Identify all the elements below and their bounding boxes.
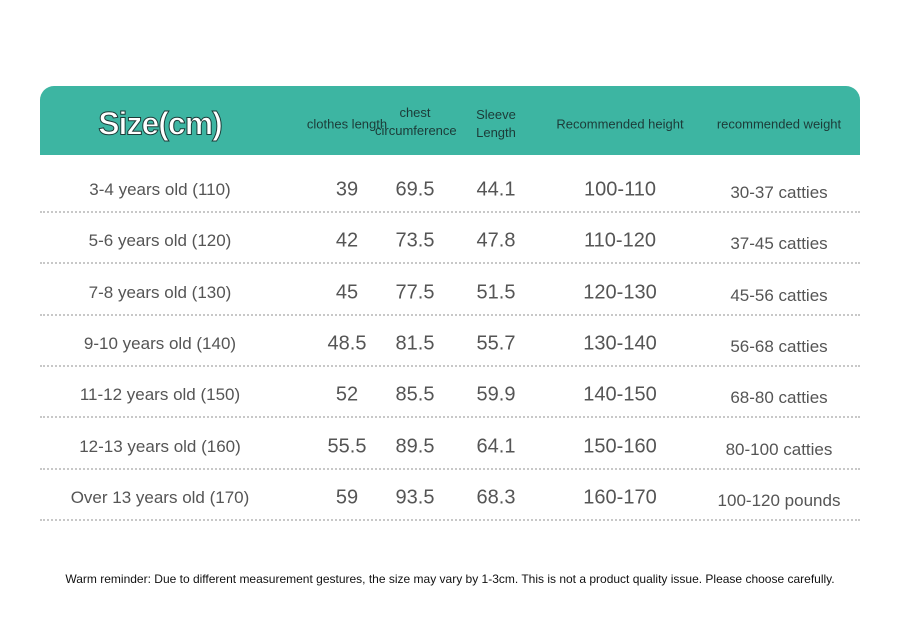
table-cell: 81.5 [395,332,435,355]
table-cell: 93.5 [395,486,435,509]
table-cell: 110-120 [584,229,656,252]
row-separator [40,364,860,367]
table-cell: 69.5 [395,178,435,201]
table-cell: 77.5 [395,281,435,304]
table-cell: 42 [335,229,359,252]
table-cell: 85.5 [395,383,435,406]
table-cell: 140-150 [583,383,657,406]
table-cell: 12-13 years old (160) [79,436,241,456]
table-cell: 3-4 years old (110) [89,180,231,199]
table-cell: 39 [335,178,359,201]
header-cell: clothes length [306,116,388,132]
table-cell: 55.5 [327,435,367,457]
table-cell: 44.1 [476,178,516,201]
table-cell: 56-68 catties [730,336,828,356]
table-cell: 7-8 years old (130) [88,282,232,302]
table-cell: 89.5 [395,435,435,457]
table-cell: 30-37 catties [730,183,828,202]
header-cell: Sleeve Length [476,107,516,140]
row-separator [40,313,860,316]
table-cell: 55.7 [476,332,516,355]
row-separator [40,416,860,419]
table-cell: 68.3 [476,486,516,509]
row-separator [40,518,860,521]
table-cell: 47.8 [476,229,516,252]
row-separator [40,467,860,470]
note: Warm reminder: Due to different measurem… [65,572,835,586]
header-band [40,86,860,155]
table-cell: 48.5 [327,332,367,355]
row-separator [40,211,860,213]
table-cell: 80-100 catties [725,439,833,459]
table-cell: 160-170 [583,486,657,509]
table-cell: 11-12 years old (150) [79,385,241,405]
header-cell: Recommended height [556,116,684,132]
header-cell: Size(cm) [98,105,224,142]
table-cell: 120-130 [583,281,657,304]
table-cell: 45-56 catties [730,285,828,305]
table-cell: 51.5 [476,281,516,304]
table-cell: 5-6 years old (120) [88,231,232,251]
table-cell: 130-140 [583,332,657,355]
table-cell: 59 [335,486,359,509]
table-cell: 73.5 [395,229,435,252]
table-cell: 64.1 [476,435,516,457]
table-cell: 37-45 catties [730,234,828,254]
table-cell: 100-110 [584,178,656,201]
table-cell: 59.9 [476,383,516,406]
table-cell: 52 [335,383,359,406]
table-cell: 68-80 catties [730,388,828,408]
table-cell: 9-10 years old (140) [83,333,237,353]
table-cell: 100-120 pounds [717,490,841,510]
table-cell: 45 [335,281,359,304]
row-separator [40,262,860,265]
table-cell: Over 13 years old (170) [70,487,250,507]
header-cell: chest circumference [375,105,457,138]
header-cell: recommended weight [716,116,842,132]
table-cell: 150-160 [583,435,657,457]
